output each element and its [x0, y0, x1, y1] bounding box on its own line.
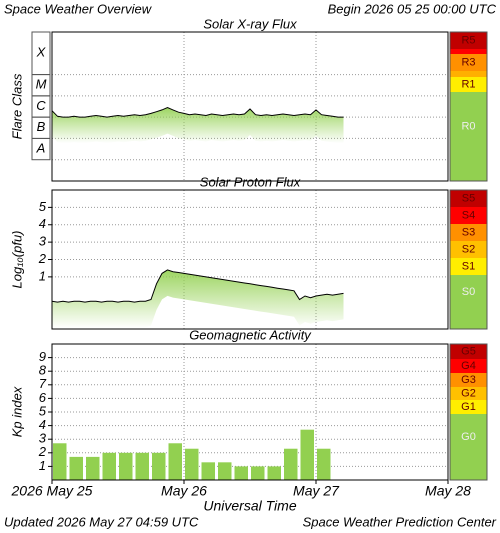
scale-segment [450, 344, 487, 359]
y-tick-label: B [37, 119, 46, 134]
scale-segment [450, 77, 487, 92]
plot-frame [51, 189, 449, 330]
kp-bar [185, 448, 199, 480]
kp-bar [135, 452, 149, 480]
y-tick-label: C [36, 98, 46, 113]
scale-label: G2 [461, 387, 476, 399]
y-tick-label: X [36, 45, 47, 60]
y-tick-label: 4 [39, 216, 46, 231]
flux-shading [52, 269, 344, 329]
scale-segment [450, 373, 487, 387]
kp-bar [251, 466, 265, 480]
scale-segment [450, 414, 487, 480]
y-tick-label: 5 [39, 403, 47, 418]
scale-segment [450, 92, 487, 181]
kp-bar [317, 448, 331, 480]
y-tick-label: 8 [39, 363, 47, 378]
plot-frame [51, 31, 449, 182]
updated-time: Updated 2026 May 27 04:59 UTC [4, 514, 199, 529]
x-tick-label: May 27 [293, 483, 340, 499]
y-tick-label: M [36, 77, 47, 92]
scale-segment [450, 190, 487, 207]
scale-segment [450, 241, 487, 258]
scale-frame [449, 31, 488, 182]
scale-segment [450, 32, 487, 49]
y-tick-label: 1 [39, 458, 46, 473]
y-tick-label: 2 [38, 444, 47, 459]
kp-bar [152, 452, 166, 480]
panel-title: Solar Proton Flux [200, 174, 301, 189]
scale-label: R1 [461, 78, 475, 90]
scale-segment [450, 359, 487, 373]
flux-shading [52, 107, 344, 144]
x-tick-label: 2026 May 25 [11, 483, 93, 499]
y-tick-label: 4 [39, 417, 46, 432]
y-axis-label: Log₁₀(pfu) [9, 231, 24, 289]
kp-bar [218, 462, 232, 480]
y-tick-label: 1 [39, 268, 46, 283]
flux-line [51, 269, 344, 303]
scale-label: R5 [461, 34, 475, 46]
begin-time: Begin 2026 05 25 00:00 UTC [328, 1, 497, 16]
kp-bar [267, 466, 281, 480]
source: Space Weather Prediction Center [303, 514, 497, 529]
kp-bar [201, 462, 215, 480]
kp-bar [168, 443, 182, 480]
scale-label: S0 [462, 286, 475, 298]
y-tick-label: 3 [39, 431, 47, 446]
panel-title: Geomagnetic Activity [189, 327, 312, 342]
scale-segment [450, 275, 487, 329]
kp-bar [53, 443, 67, 480]
scale-label: S4 [462, 209, 475, 221]
y-axis-label: Flare Class [9, 73, 24, 139]
y-tick-label: A [36, 141, 46, 156]
page-title: Space Weather Overview [4, 1, 153, 16]
y-tick-label: 9 [39, 349, 46, 364]
kp-bar [300, 429, 314, 480]
scale-label: G5 [461, 345, 476, 357]
plot-frame [51, 343, 449, 481]
kp-bar [234, 466, 248, 480]
x-axis-label: Universal Time [203, 498, 296, 514]
scale-label: S5 [462, 192, 475, 204]
scale-segment [450, 54, 487, 71]
kp-bar [69, 456, 83, 480]
y-tick-label: 5 [39, 199, 47, 214]
scale-frame [449, 189, 488, 330]
kp-bar [119, 452, 133, 480]
scale-label: R0 [461, 120, 475, 132]
scale-label: S2 [462, 243, 475, 255]
kp-bar [284, 448, 298, 480]
class-box [31, 31, 51, 76]
y-tick-label: 6 [39, 390, 47, 405]
scale-label: G3 [461, 374, 476, 386]
scale-segment [450, 224, 487, 241]
scale-label: R3 [461, 56, 475, 68]
scale-segment [450, 71, 487, 77]
x-tick-label: May 28 [425, 483, 471, 499]
scale-segment [450, 207, 487, 224]
flux-line [51, 107, 344, 118]
scale-frame [449, 343, 488, 481]
scale-label: G4 [461, 360, 476, 372]
scale-label: G0 [461, 431, 476, 443]
scale-segment [450, 400, 487, 414]
y-tick-label: 2 [38, 251, 47, 266]
kp-bar [86, 456, 100, 480]
y-tick-label: 3 [39, 234, 47, 249]
scale-segment [450, 258, 487, 275]
y-tick-label: 7 [39, 376, 47, 391]
scale-label: S3 [462, 226, 475, 238]
scale-label: G1 [461, 401, 476, 413]
panel-title: Solar X-ray Flux [203, 16, 297, 31]
scale-label: S1 [462, 260, 475, 272]
y-axis-label: Kp index [9, 386, 24, 437]
x-tick-label: May 26 [161, 483, 207, 499]
scale-segment [450, 49, 487, 54]
kp-bar [102, 452, 116, 480]
scale-segment [450, 387, 487, 400]
